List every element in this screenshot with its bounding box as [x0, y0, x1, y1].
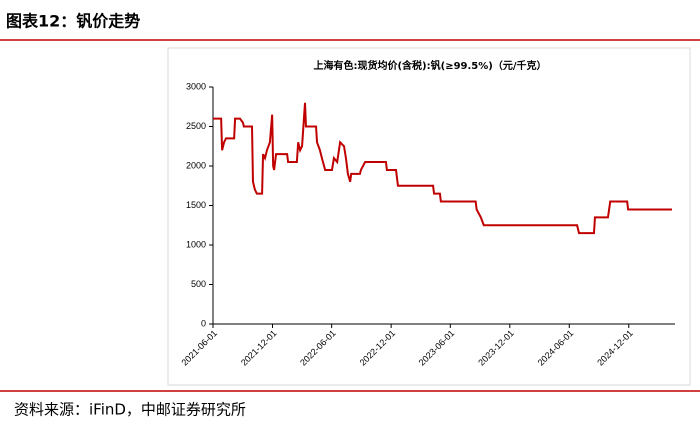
- chart-frame: [167, 47, 691, 386]
- x-tick-label: 2024-12-01: [595, 328, 635, 368]
- y-tick-label: 1500: [186, 200, 206, 210]
- y-tick-label: 1000: [186, 239, 206, 249]
- footer-source: 资料来源：iFinD，中邮证券研究所: [14, 401, 246, 419]
- y-tick-label: 2500: [186, 121, 206, 131]
- x-tick-label: 2022-12-01: [358, 328, 398, 368]
- x-tick-label: 2021-06-01: [179, 328, 219, 368]
- x-tick-label: 2024-06-01: [536, 328, 576, 368]
- y-tick-label: 0: [201, 318, 206, 328]
- header-title: 图表12：钒价走势: [6, 12, 140, 31]
- x-tick-label: 2023-06-01: [417, 328, 457, 368]
- line-series: [213, 102, 672, 235]
- x-tick-label: 2023-12-01: [476, 328, 516, 368]
- chart-title: 上海有色:现货均价(含税):钒(≥99.5%)（元/千克）: [313, 59, 546, 72]
- y-tick-label: 3000: [186, 81, 206, 91]
- x-tick-label: 2021-12-01: [239, 328, 279, 368]
- x-tick-label: 2022-06-01: [298, 328, 338, 368]
- y-tick-label: 500: [191, 279, 206, 289]
- y-tick-label: 2000: [186, 160, 206, 170]
